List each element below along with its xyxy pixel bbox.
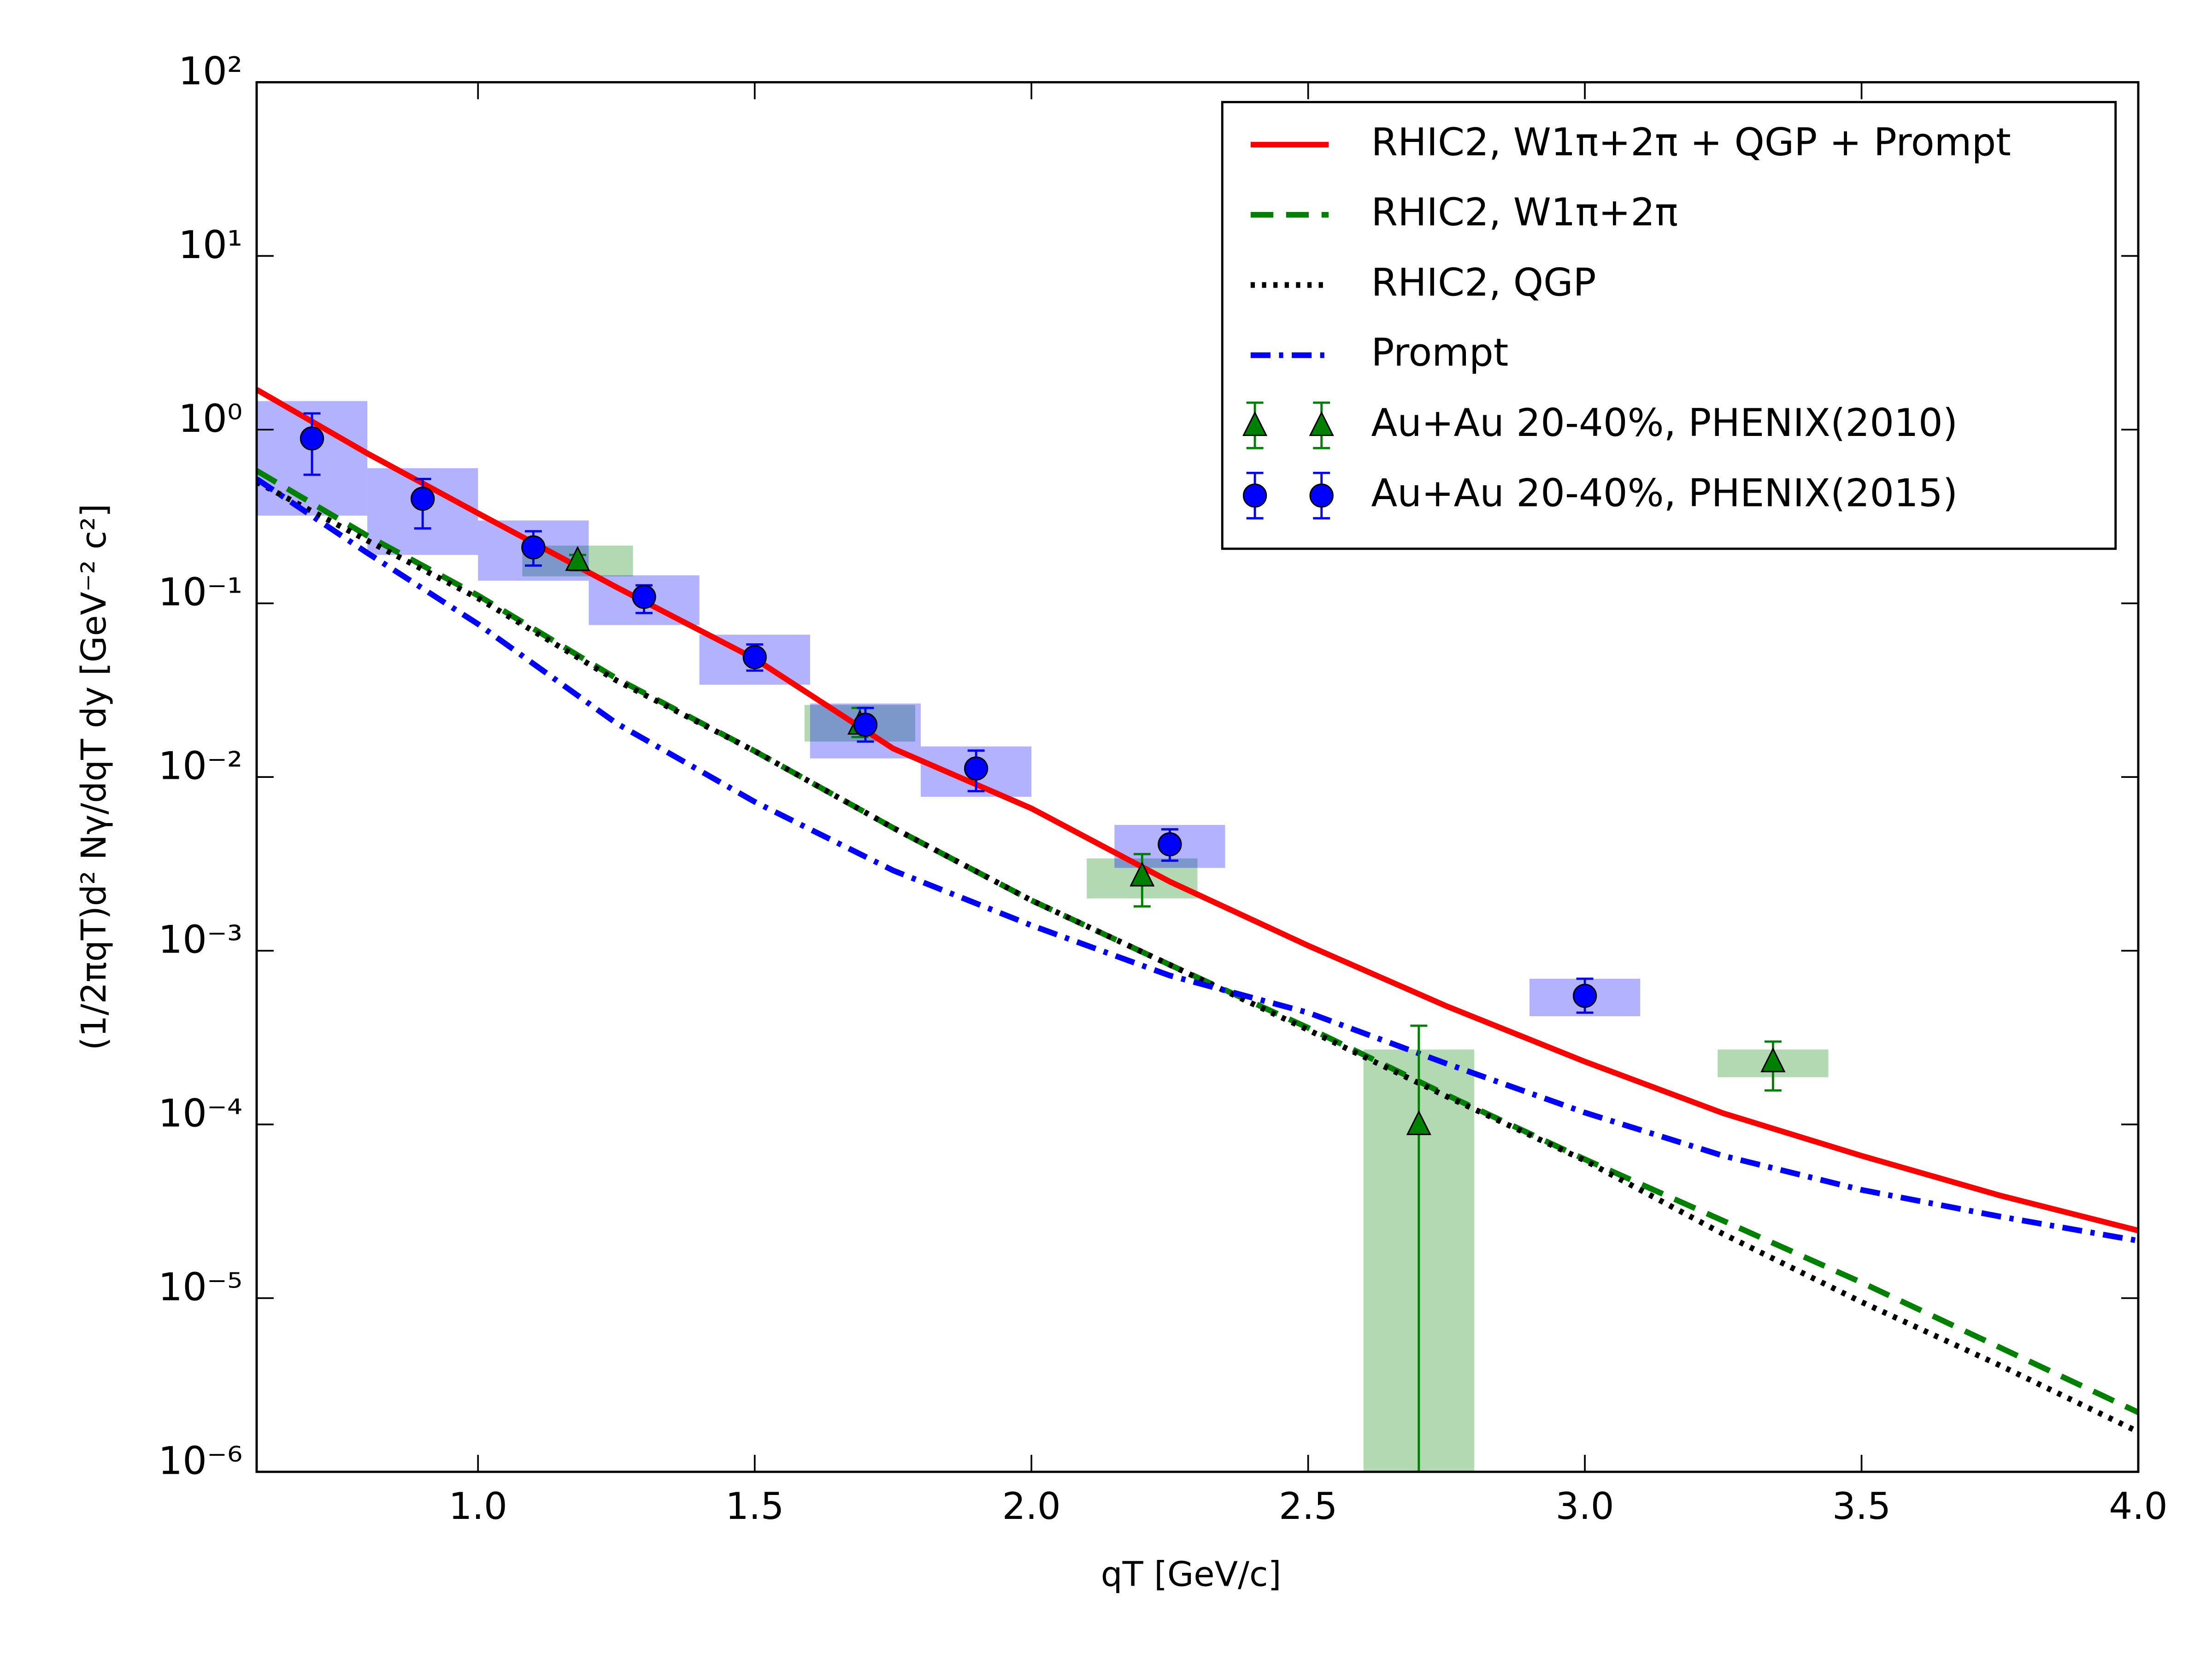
model-line	[256, 387, 2138, 1234]
y-tick-label: 10⁻⁴	[158, 1091, 242, 1135]
legend-label: RHIC2, QGP	[1371, 260, 1596, 305]
x-tick-label: 1.5	[725, 1485, 784, 1528]
y-tick-label: 10⁻⁶	[158, 1438, 242, 1483]
model-line	[256, 479, 2138, 1435]
data-point	[1158, 832, 1182, 857]
data-point	[964, 756, 988, 781]
data-point	[300, 426, 324, 451]
data-point	[1309, 411, 1334, 436]
data-point	[853, 712, 878, 737]
model-line	[256, 477, 2138, 1244]
legend-label: Au+Au 20-40%, PHENIX(2010)	[1371, 400, 1958, 445]
x-tick-label: 2.0	[1002, 1485, 1061, 1528]
data-point	[565, 546, 590, 571]
y-tick-label: 10⁻²	[158, 744, 242, 788]
data-point	[1242, 411, 1268, 436]
data-point	[1572, 983, 1597, 1008]
y-tick-label: 10⁰	[178, 396, 242, 441]
x-tick-label: 3.0	[1555, 1485, 1614, 1528]
data-point	[742, 645, 767, 670]
x-tick-label: 4.0	[2109, 1485, 2167, 1528]
data-point	[1309, 483, 1334, 508]
data-point	[1760, 1047, 1786, 1072]
data-point	[411, 487, 435, 511]
legend-label: RHIC2, W1π+2π + QGP + Prompt	[1371, 120, 2011, 165]
plot-frame	[255, 81, 2140, 1473]
x-tick-label: 1.0	[449, 1485, 507, 1528]
legend-box	[1221, 101, 2117, 550]
y-tick-label: 10⁻⁵	[158, 1265, 242, 1309]
y-tick-label: 10¹	[178, 223, 242, 267]
data-point	[1130, 861, 1155, 887]
x-tick-label: 3.5	[1832, 1485, 1891, 1528]
data-point	[1242, 483, 1267, 508]
data-point	[632, 584, 656, 609]
y-tick-label: 10⁻³	[158, 918, 242, 962]
x-axis-label: qT [GeV/c]	[1101, 1555, 1282, 1594]
y-tick-label: 10⁻¹	[158, 570, 242, 615]
legend-label: Au+Au 20-40%, PHENIX(2015)	[1371, 471, 1958, 515]
error-bar	[1410, 1024, 1428, 1472]
data-point	[1406, 1110, 1431, 1135]
y-tick-label: 10²	[178, 49, 242, 94]
x-tick-label: 2.5	[1279, 1485, 1337, 1528]
data-point	[521, 535, 546, 559]
y-axis-label: (1/2πqT)d² Nγ/dqT dy [GeV⁻² c²]	[74, 504, 114, 1050]
plot-area	[256, 387, 2138, 1472]
legend-label: Prompt	[1371, 330, 1508, 375]
legend-label: RHIC2, W1π+2π	[1371, 190, 1678, 235]
